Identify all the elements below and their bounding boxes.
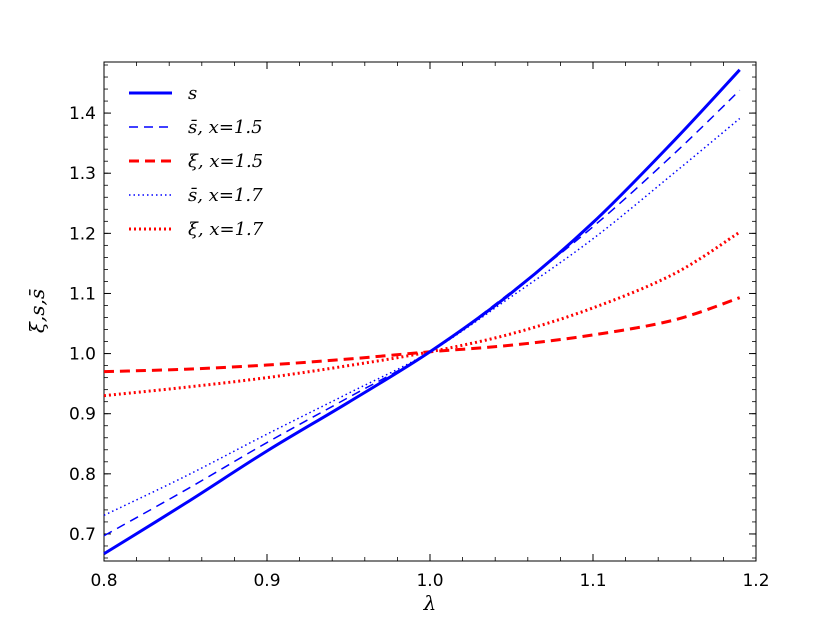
x-axis-label: λ [423,591,437,615]
y-tick-label: 0.8 [69,465,96,485]
legend-label: s [188,83,197,104]
legend-label: ξ, x=1.7 [188,219,264,240]
y-tick-label: 0.9 [69,405,96,425]
series-lines [103,68,741,556]
x-tick-label: 0.8 [90,571,117,591]
series-line-5 [103,230,741,398]
series-line-1 [103,68,741,556]
y-tick-label: 1.2 [69,224,96,244]
x-tick-label: 1.2 [742,571,769,591]
y-axis-label: ξ,s,s̄ [25,289,49,333]
legend-label: ξ, x=1.5 [188,151,263,172]
x-tick-label: 0.9 [253,571,280,591]
plot-area [103,61,757,562]
x-tick-label: 1.0 [416,571,443,591]
x-tick-label: 1.1 [579,571,606,591]
y-tick-label: 1.1 [69,284,96,304]
y-tick-label: 1.4 [69,104,96,124]
legend-label: s̄, x=1.5 [188,117,263,138]
y-tick-label: 1.0 [69,345,96,365]
legend: s s̄, x=1.5 ξ, x=1.5 s̄, x=1.7 ξ, x=1.7 [129,83,264,240]
y-tick-label: 1.3 [69,164,96,184]
axis-ticks: 0.8 0.9 1.0 1.1 1.2 0.7 0.8 0.9 1.0 1.1 1.2 1.3 1.4 [69,62,770,591]
legend-label: s̄, x=1.7 [188,185,263,206]
y-tick-label: 0.7 [69,525,96,545]
